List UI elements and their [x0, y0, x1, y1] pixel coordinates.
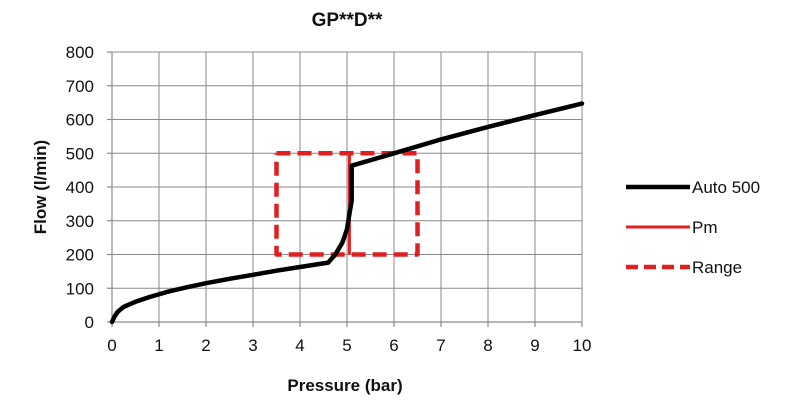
x-tick-label: 8: [483, 336, 492, 355]
x-tick-label: 3: [248, 336, 257, 355]
plot-area: [109, 101, 585, 325]
y-tick-labels: 0 100 200 300 400 500 600 700 800: [66, 43, 94, 332]
y-axis-title: Flow (l/min): [31, 140, 50, 234]
x-tick-label: 9: [530, 336, 539, 355]
y-tick-label: 200: [66, 246, 94, 265]
x-tick-label: 4: [295, 336, 304, 355]
chart-title: GP**D**: [312, 10, 383, 31]
y-tick-label: 700: [66, 77, 94, 96]
x-axis-title: Pressure (bar): [287, 376, 402, 395]
x-tick-labels: 0 1 2 3 4 5 6 7 8 9 10: [107, 336, 591, 355]
legend-label-auto-500: Auto 500: [692, 178, 760, 197]
series-auto-500-line: [109, 101, 585, 325]
x-tick-label: 1: [154, 336, 163, 355]
x-tick-label: 5: [342, 336, 351, 355]
x-tick-label: 0: [107, 336, 116, 355]
grid: [107, 51, 583, 327]
y-tick-label: 800: [66, 43, 94, 62]
y-tick-label: 0: [85, 313, 94, 332]
y-tick-label: 400: [66, 178, 94, 197]
y-tick-label: 500: [66, 144, 94, 163]
x-tick-label: 6: [389, 336, 398, 355]
series-range-line: [274, 151, 420, 257]
x-tick-label: 10: [573, 336, 592, 355]
y-tick-label: 600: [66, 111, 94, 130]
y-tick-label: 300: [66, 212, 94, 231]
legend: Auto 500 Pm Range: [626, 178, 760, 277]
x-tick-label: 7: [436, 336, 445, 355]
x-tick-label: 2: [201, 336, 210, 355]
y-tick-label: 100: [66, 279, 94, 298]
legend-label-range: Range: [692, 258, 742, 277]
legend-label-pm: Pm: [692, 218, 718, 237]
